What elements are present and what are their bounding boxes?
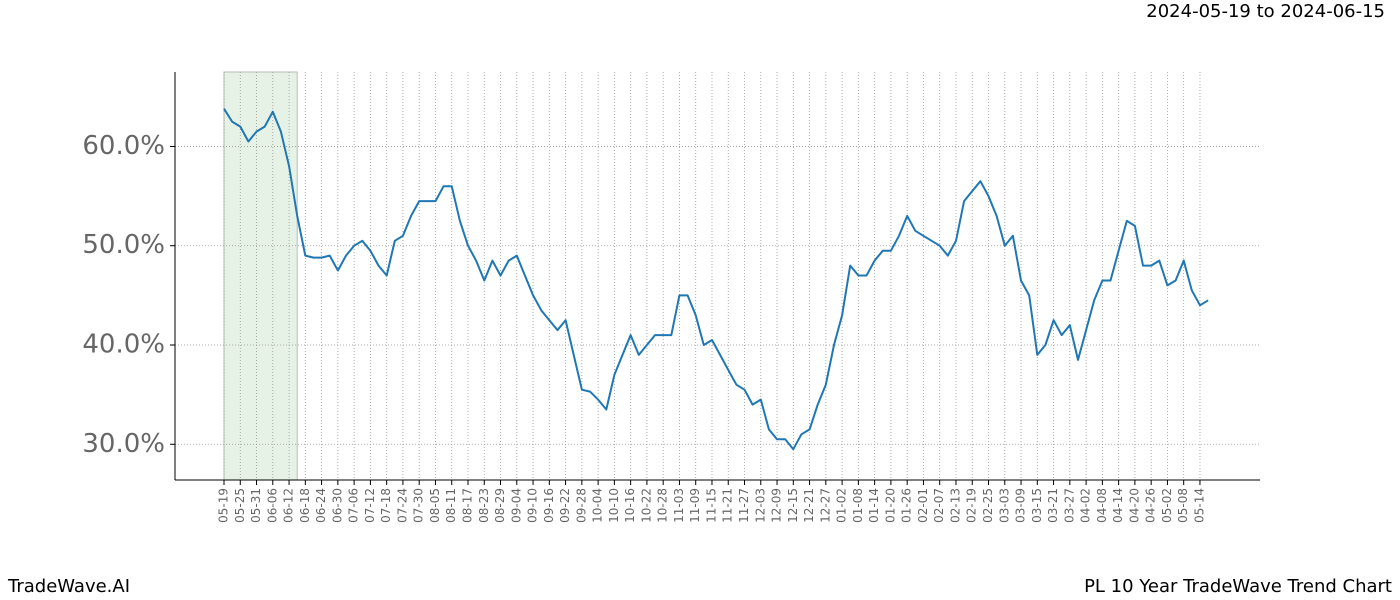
x-tick-label: 10-28 — [656, 488, 670, 523]
highlight-band — [223, 71, 298, 481]
x-tick-label: 02-01 — [916, 488, 930, 523]
x-tick-label: 12-27 — [818, 488, 832, 523]
x-tick-label: 08-29 — [493, 488, 507, 523]
x-tick-label: 02-25 — [981, 488, 995, 523]
x-tick-label: 07-24 — [395, 488, 409, 523]
x-tick-label: 12-21 — [802, 488, 816, 523]
x-tick-label: 08-05 — [428, 488, 442, 523]
x-tick-label: 07-30 — [412, 488, 426, 523]
x-tick-label: 10-16 — [623, 488, 637, 523]
x-tick-label: 06-12 — [282, 488, 296, 523]
x-tick-label: 11-03 — [672, 488, 686, 523]
y-tick-label: 40.0% — [82, 329, 165, 359]
x-tick-label: 05-25 — [233, 488, 247, 523]
x-tick-label: 06-30 — [330, 488, 344, 523]
x-tick-label: 05-31 — [249, 488, 263, 523]
x-tick-label: 09-10 — [526, 488, 540, 523]
y-tick-label: 50.0% — [82, 230, 165, 260]
x-tick-label: 08-17 — [460, 488, 474, 523]
x-tick-label: 07-12 — [363, 488, 377, 523]
x-tick-label: 10-22 — [639, 488, 653, 523]
x-tick-label: 08-23 — [477, 488, 491, 523]
x-tick-label: 03-27 — [1062, 488, 1076, 523]
x-tick-label: 01-26 — [900, 488, 914, 523]
chart-title: PL 10 Year TradeWave Trend Chart — [1084, 576, 1392, 597]
x-tick-label: 02-13 — [948, 488, 962, 523]
x-tick-label: 04-02 — [1079, 488, 1093, 523]
trend-line — [223, 108, 1209, 451]
x-tick-label: 06-06 — [265, 488, 279, 523]
x-tick-label: 05-02 — [1160, 488, 1174, 523]
x-tick-label: 01-20 — [883, 488, 897, 523]
x-tick-label: 04-26 — [1144, 488, 1158, 523]
x-tick-label: 09-16 — [542, 488, 556, 523]
x-tick-label: 02-19 — [965, 488, 979, 523]
x-tick-label: 04-08 — [1095, 488, 1109, 523]
x-tick-label: 03-15 — [1030, 488, 1044, 523]
date-range: 2024-05-19 to 2024-06-15 — [1146, 1, 1385, 22]
x-tick-label: 03-03 — [997, 488, 1011, 523]
x-tick-label: 11-27 — [737, 488, 751, 523]
x-tick-label: 06-18 — [298, 488, 312, 523]
x-tick-label: 11-21 — [721, 488, 735, 523]
x-tick-label: 03-09 — [1014, 488, 1028, 523]
x-tick-label: 05-19 — [217, 488, 231, 523]
x-tick-label: 07-06 — [347, 488, 361, 523]
x-tick-label: 01-14 — [867, 488, 881, 523]
x-tick-label: 04-14 — [1111, 488, 1125, 523]
x-tick-label: 12-09 — [770, 488, 784, 523]
y-tick-label: 60.0% — [82, 131, 165, 161]
x-tick-label: 12-15 — [786, 488, 800, 523]
brand: TradeWave.AI — [7, 576, 130, 597]
x-tick-label: 08-11 — [444, 488, 458, 523]
x-tick-label: 05-08 — [1176, 488, 1190, 523]
x-tick-label: 11-09 — [688, 488, 702, 523]
x-tick-label: 09-04 — [509, 488, 523, 523]
x-tick-label: 04-20 — [1127, 488, 1141, 523]
y-tick-label: 30.0% — [82, 429, 165, 459]
x-tick-label: 06-24 — [314, 488, 328, 523]
x-tick-label: 01-02 — [835, 488, 849, 523]
x-tick-label: 10-04 — [591, 488, 605, 523]
x-tick-label: 01-08 — [851, 488, 865, 523]
x-tick-label: 09-22 — [558, 488, 572, 523]
x-tick-label: 07-18 — [379, 488, 393, 523]
x-tick-label: 11-15 — [704, 488, 718, 523]
x-tick-label: 03-21 — [1046, 488, 1060, 523]
x-tick-label: 05-14 — [1192, 488, 1206, 523]
x-tick-label: 09-28 — [574, 488, 588, 523]
x-tick-label: 10-10 — [607, 488, 621, 523]
x-tick-label: 12-03 — [753, 488, 767, 523]
x-tick-label: 02-07 — [932, 488, 946, 523]
